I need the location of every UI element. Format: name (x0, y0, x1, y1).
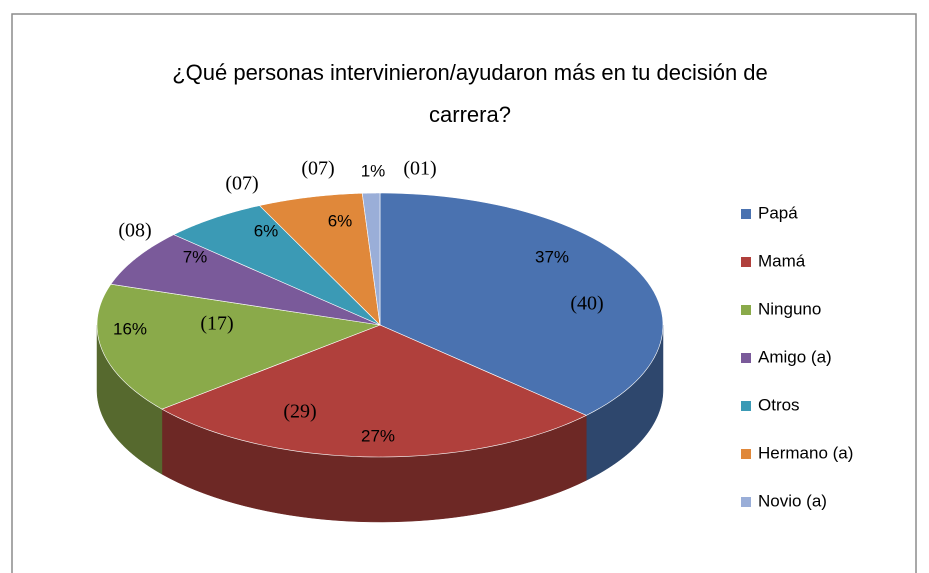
pie-slice (110, 234, 381, 326)
count-label: (29) (283, 401, 316, 423)
legend-swatch (741, 305, 751, 315)
legend-label: Hermano (a) (758, 443, 853, 462)
pie-slice (96, 283, 382, 410)
count-label: (01) (403, 158, 436, 180)
legend-label: Mamá (758, 251, 806, 270)
pie-slice (361, 192, 381, 326)
chart-frame (11, 13, 917, 573)
legend-swatch (741, 401, 751, 411)
chart-title: ¿Qué personas intervinieron/ayudaron más… (172, 60, 768, 127)
count-label: (40) (570, 293, 603, 315)
legend-swatch (741, 449, 751, 459)
legend-swatch (741, 209, 751, 219)
legend-label: Otros (758, 395, 800, 414)
pie-slice (379, 192, 664, 416)
legend-label: Papá (758, 203, 798, 222)
legend-swatch (741, 353, 751, 363)
count-label: (08) (118, 220, 151, 242)
data-label: 6% (328, 211, 353, 230)
data-label: 37% (535, 247, 569, 266)
count-label: (07) (225, 173, 258, 195)
legend-label: Novio (a) (758, 491, 827, 510)
pie-slice (172, 205, 381, 326)
data-label: 16% (113, 319, 147, 338)
legend-swatch (741, 257, 751, 267)
count-label: (17) (200, 313, 233, 335)
data-label: 7% (183, 247, 208, 266)
data-label: 27% (361, 426, 395, 445)
pie-slice (258, 192, 381, 326)
legend-swatch (741, 497, 751, 507)
count-label: (07) (301, 158, 334, 180)
data-label: 1% (361, 161, 386, 180)
legend-label: Amigo (a) (758, 347, 832, 366)
data-label: 6% (254, 221, 279, 240)
pie-slice (161, 324, 588, 458)
legend-label: Ninguno (758, 299, 821, 318)
